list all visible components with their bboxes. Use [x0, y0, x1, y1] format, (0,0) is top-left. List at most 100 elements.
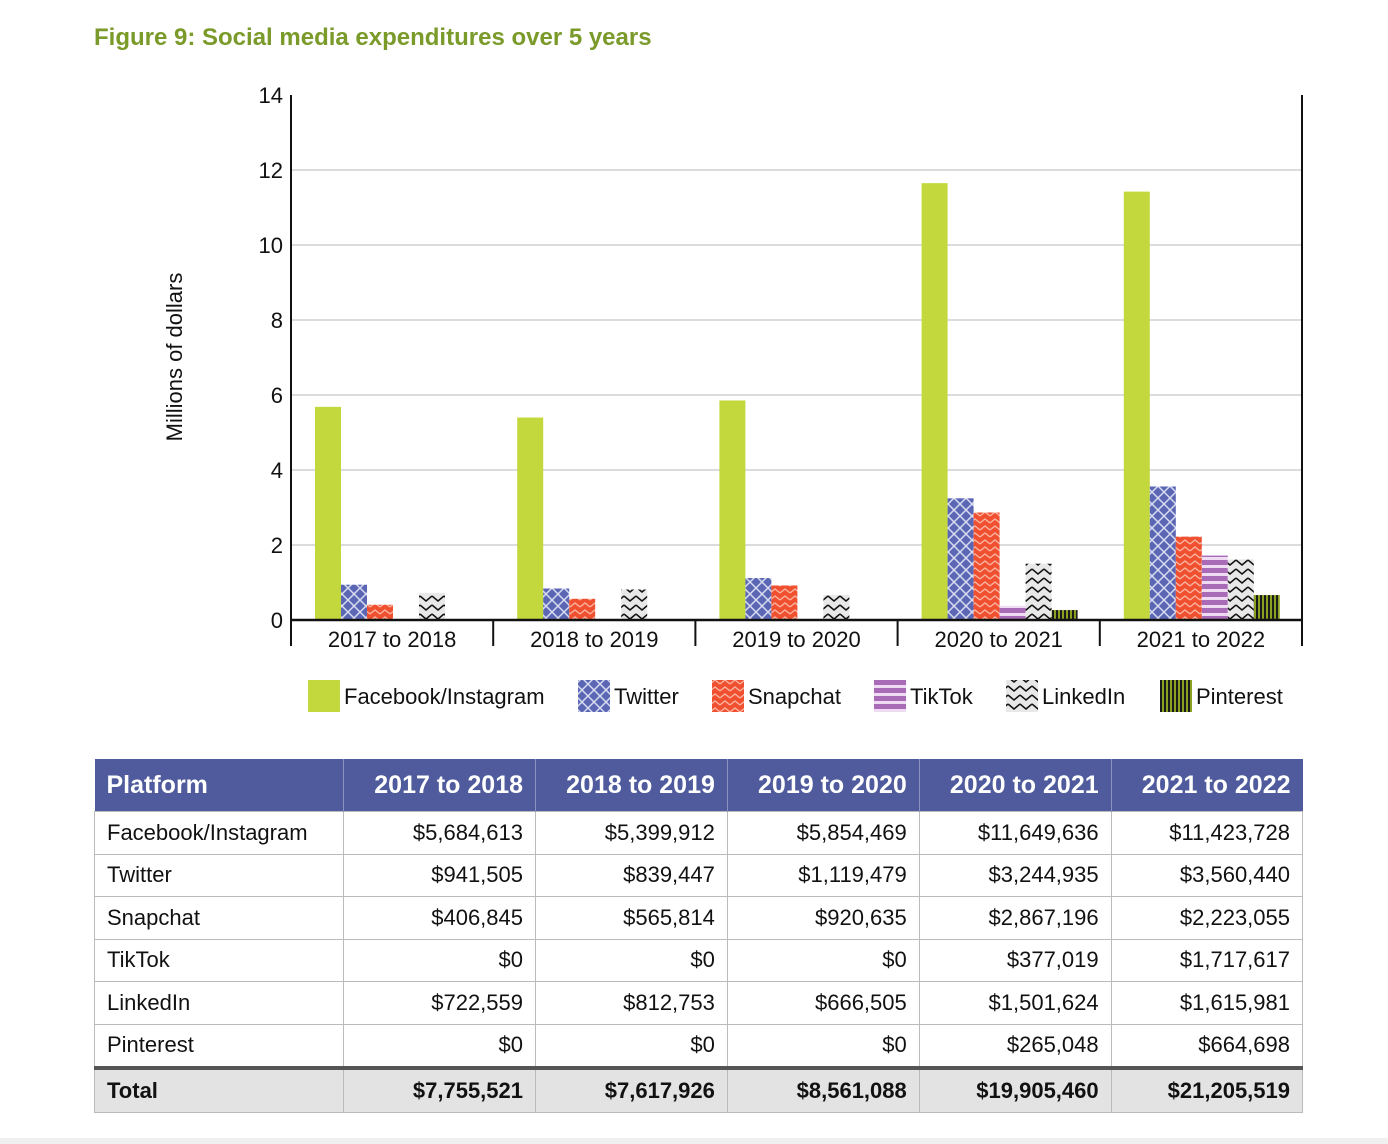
platform-cell: TikTok — [93, 938, 345, 982]
table-cell: $941,505 — [343, 853, 536, 897]
legend-label: Facebook/Instagram — [344, 684, 545, 709]
table-cell: $265,048 — [918, 1023, 1112, 1069]
column-header: 2021 to 2022 — [1110, 759, 1303, 812]
table-cell: $5,684,613 — [343, 811, 536, 855]
bar-twitter — [1149, 486, 1176, 620]
bar-chart: 0 2 4 6 8 10 12 14 Millions of dollars 2017 to 20… — [162, 83, 1303, 712]
legend-swatch-pinterest — [1160, 680, 1192, 712]
table-row: LinkedIn $722,559 $812,753 $666,505 $1,501,6… — [93, 981, 1304, 1025]
table-cell: $565,814 — [535, 896, 728, 940]
legend-swatch-tiktok — [874, 680, 906, 712]
y-tick-label: 14 — [259, 83, 283, 108]
x-tick-label: 2017 to 2018 — [328, 627, 456, 652]
column-header: 2020 to 2021 — [918, 759, 1112, 812]
column-header: 2018 to 2019 — [535, 759, 728, 812]
bar-pinterest — [1051, 610, 1078, 620]
table-cell: $664,698 — [1110, 1023, 1304, 1069]
legend-swatch-facebook-instagram — [308, 680, 340, 712]
column-header: Platform — [94, 759, 344, 812]
bar-facebook-instagram — [315, 406, 341, 620]
table-cell: $11,423,728 — [1110, 811, 1304, 855]
table-cell: $0 — [343, 1023, 536, 1069]
figure-title: Figure 9: Social media expenditures over… — [94, 24, 652, 51]
bar-linkedin — [621, 589, 648, 620]
table-cell: $11,649,636 — [918, 811, 1112, 855]
y-tick-label: 2 — [271, 533, 283, 558]
table-cell: $5,854,469 — [726, 811, 920, 855]
table-cell: $0 — [535, 1023, 728, 1069]
x-tick-label: 2018 to 2019 — [530, 627, 658, 652]
x-tick-label: 2019 to 2020 — [732, 627, 860, 652]
bar-pinterest — [1253, 595, 1280, 620]
table-cell: $920,635 — [726, 896, 920, 940]
bar-twitter — [947, 498, 974, 620]
bar-snapchat — [569, 598, 596, 620]
legend-label: LinkedIn — [1042, 684, 1125, 709]
column-header: 2017 to 2018 — [343, 759, 536, 812]
y-tick-label: 8 — [271, 308, 283, 333]
legend-label: Pinterest — [1196, 684, 1283, 709]
platform-cell: LinkedIn — [93, 981, 345, 1025]
bar-linkedin — [1227, 559, 1254, 620]
total-row: Total $7,755,521 $7,617,926 $8,561,088 $19,9… — [93, 1066, 1304, 1113]
bar-twitter — [543, 588, 570, 620]
y-tick-label: 6 — [271, 383, 283, 408]
table-cell: $1,717,617 — [1110, 938, 1304, 982]
y-tick-label: 10 — [259, 233, 283, 258]
table-cell: $0 — [726, 1023, 920, 1069]
table-cell: $722,559 — [343, 981, 536, 1025]
x-tick-label: 2021 to 2022 — [1137, 627, 1265, 652]
y-tick-label: 0 — [271, 608, 283, 633]
y-tick-label: 4 — [271, 458, 283, 483]
legend-label: Twitter — [614, 684, 679, 709]
bar-twitter — [341, 584, 367, 620]
table-cell: $21,205,519 — [1110, 1066, 1304, 1113]
y-axis-label: Millions of dollars — [162, 273, 187, 442]
table-cell: $19,905,460 — [918, 1066, 1112, 1113]
x-tick-label: 2020 to 2021 — [934, 627, 1062, 652]
table-cell: $812,753 — [535, 981, 728, 1025]
platform-cell: Twitter — [93, 853, 345, 897]
bar-tiktok — [999, 605, 1026, 620]
platform-cell: Total — [93, 1066, 345, 1113]
bar-twitter — [745, 578, 772, 620]
table-row: Facebook/Instagram $5,684,613 $5,399,912 $5… — [93, 811, 1304, 855]
table-cell: $8,561,088 — [726, 1066, 920, 1113]
bar-snapchat — [771, 585, 798, 620]
bar-tiktok — [1201, 555, 1228, 620]
table-cell: $406,845 — [343, 896, 536, 940]
column-header: 2019 to 2020 — [726, 759, 920, 812]
table-cell: $839,447 — [535, 853, 728, 897]
platform-cell: Facebook/Instagram — [93, 811, 345, 855]
table-cell: $1,119,479 — [726, 853, 920, 897]
table-cell: $0 — [726, 938, 920, 982]
table-cell: $7,755,521 — [343, 1066, 536, 1113]
bar-linkedin — [1025, 563, 1052, 620]
legend-label: TikTok — [910, 684, 974, 709]
y-tick-label: 12 — [259, 158, 283, 183]
bar-facebook-instagram — [517, 417, 544, 620]
bar-facebook-instagram — [921, 183, 948, 620]
bar-facebook-instagram — [1123, 191, 1150, 620]
table-cell: $666,505 — [726, 981, 920, 1025]
table-cell: $3,244,935 — [918, 853, 1112, 897]
bar-linkedin — [419, 592, 445, 620]
table-cell: $2,223,055 — [1110, 896, 1304, 940]
table-cell: $7,617,926 — [535, 1066, 728, 1113]
legend-label: Snapchat — [748, 684, 841, 709]
table-cell: $0 — [535, 938, 728, 982]
table-row: Snapchat $406,845 $565,814 $920,635 $2,867,1… — [93, 896, 1304, 940]
legend-swatch-linkedin — [1006, 680, 1038, 712]
platform-cell: Snapchat — [93, 896, 345, 940]
table-cell: $1,501,624 — [918, 981, 1112, 1025]
legend-swatch-snapchat — [712, 680, 744, 712]
table-row: TikTok $0 $0 $0 $377,019 $1,717,617 — [93, 938, 1304, 982]
expenditure-table: Platform 2017 to 2018 2018 to 2019 2019 to … — [93, 759, 1304, 1113]
bar-facebook-instagram — [719, 400, 746, 620]
platform-cell: Pinterest — [93, 1023, 345, 1069]
table-row: Twitter $941,505 $839,447 $1,119,479 $3,244,… — [93, 853, 1304, 897]
table-cell: $377,019 — [918, 938, 1112, 982]
table-cell: $3,560,440 — [1110, 853, 1304, 897]
table-cell: $5,399,912 — [535, 811, 728, 855]
table-cell: $1,615,981 — [1110, 981, 1304, 1025]
